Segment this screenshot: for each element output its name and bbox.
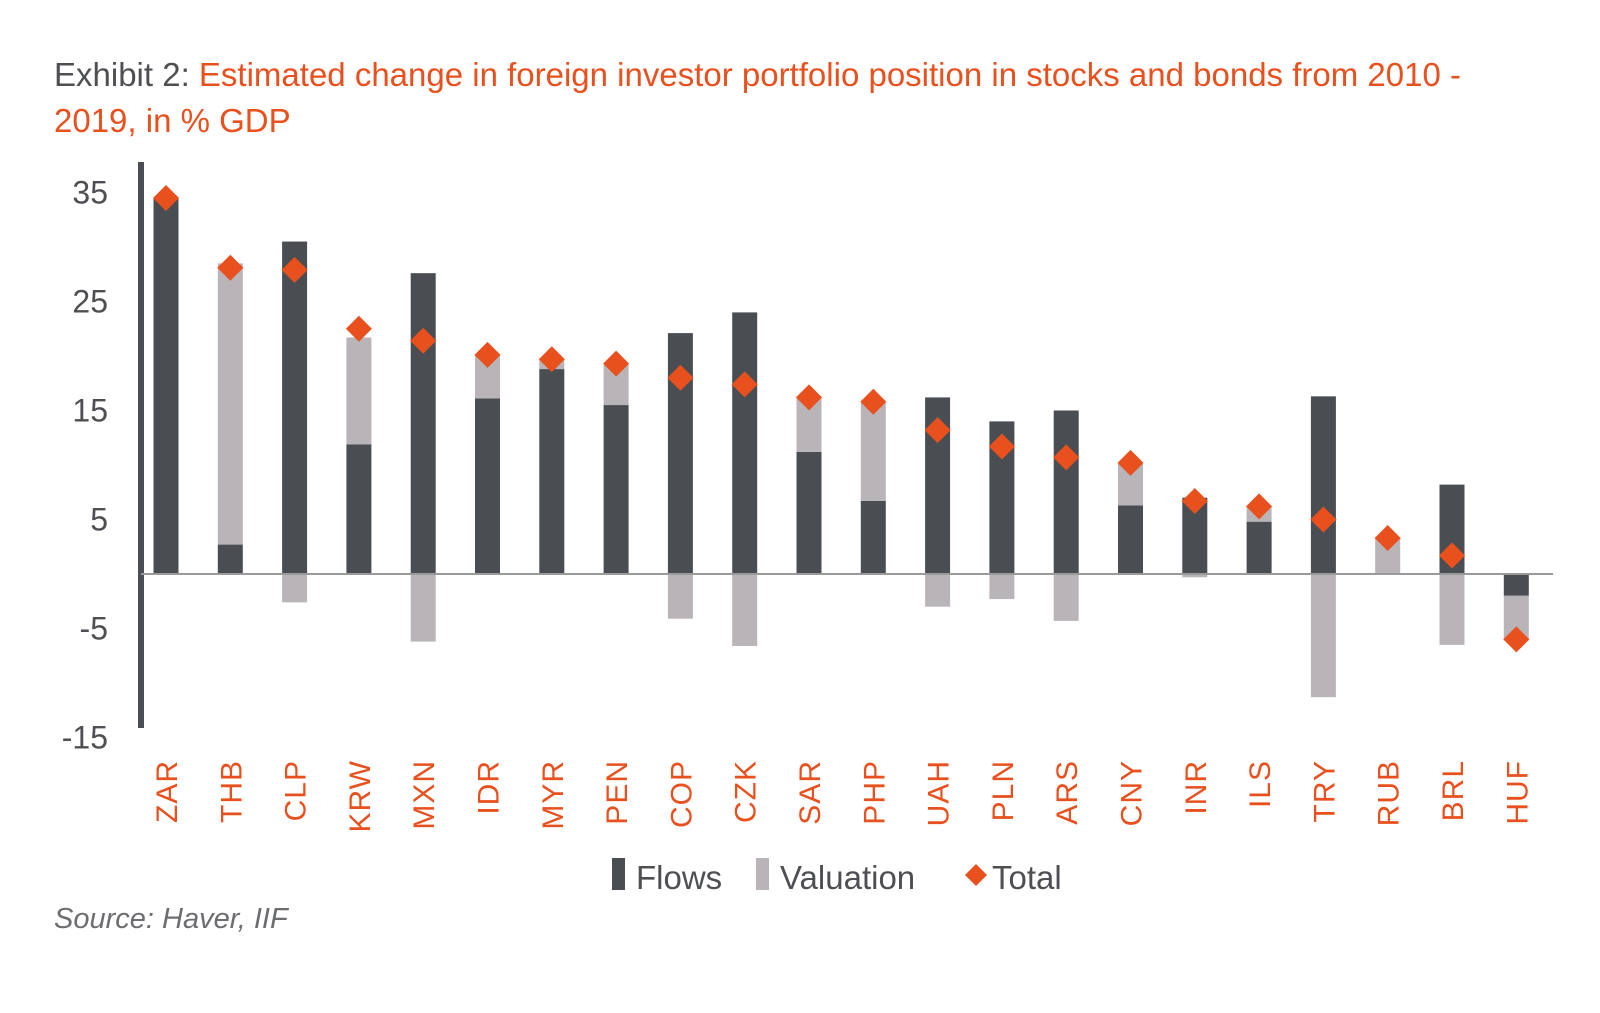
bar-flows-mxn [410,273,436,574]
x-tick-label-try: TRY [1308,760,1341,822]
x-tick-label-uah: UAH [923,760,956,826]
source-note: Source: Haver, IIF [54,903,288,935]
marker-total-php [860,388,887,415]
marker-total-zar [153,184,179,211]
marker-total-myr [538,346,565,373]
x-tick-label-clp: CLP [280,760,313,821]
y-axis-labels: 35 25 15 5 -5 -15 [62,175,108,756]
x-tick-label-mxn: MXN [408,760,441,830]
x-tick-label-zar: ZAR [151,760,184,823]
bar-flows-myr [539,369,565,574]
bar-flows-idr [475,398,500,574]
marker-total-brl [1439,542,1465,569]
x-tick-label-pen: PEN [601,760,634,825]
x-tick-label-cny: CNY [1116,760,1149,826]
marker-total-mxn [410,327,437,354]
bar-valuation-php [860,402,886,501]
x-axis-labels: ZAR THB CLP KRW MXN IDR MYR PEN COP CZK SAR PHP UAH P… [151,760,1534,832]
marker-total-uah [924,417,951,444]
bar-flows-krw [346,444,372,574]
x-tick-label-php: PHP [858,760,891,825]
legend-total-swatch [965,864,987,886]
bar-flows-try [1310,396,1336,574]
bar-flows-cny [1118,505,1143,574]
bar-flows-clp [282,241,308,575]
bar-valuation-clp [282,574,308,603]
bar-valuation-czk [732,574,758,646]
y-tick-label-4: -5 [80,611,108,647]
marker-total-thb [217,254,244,281]
marker-total-sar [796,384,822,411]
bar-flows-czk [732,312,758,574]
bar-flows-zar [153,197,179,574]
x-tick-label-inr: INR [1180,760,1213,815]
bar-valuation-pln [989,574,1015,600]
bar-valuation-cop [667,574,693,619]
x-tick-label-idr: IDR [473,760,506,815]
legend-valuation-swatch [756,858,769,890]
y-tick-label-2: 15 [72,393,108,429]
marker-total-idr [474,341,501,368]
x-tick-label-thb: THB [215,760,248,823]
axes-layer [138,162,1553,728]
x-tick-label-cop: COP [665,760,698,828]
x-tick-label-huf: HUF [1501,760,1534,825]
x-tick-label-czk: CZK [730,760,763,823]
bar-flows-huf [1503,574,1529,596]
bar-flows-thb [217,544,243,574]
title-text: Estimated change in foreign investor por… [54,56,1461,139]
bar-flows-ils [1246,521,1272,574]
x-tick-label-krw: KRW [344,760,377,832]
x-tick-label-sar: SAR [794,760,827,825]
marker-total-try [1310,506,1337,533]
y-tick-label-1: 25 [72,284,108,320]
chart-title: Exhibit 2: Estimated change in foreign i… [54,52,1514,144]
x-tick-label-ars: ARS [1051,760,1084,825]
bar-valuation-uah [925,574,951,607]
bar-valuation-mxn [410,574,436,642]
bars-layer [153,197,1529,698]
bar-valuation-inr [1182,574,1208,578]
y-tick-label-0: 35 [72,175,108,211]
marker-total-ars [1053,444,1080,471]
marker-total-ils [1246,493,1273,520]
x-tick-label-pln: PLN [987,760,1020,821]
marker-total-krw [345,315,372,342]
legend-flows-swatch [612,858,625,890]
legend-valuation-label: Valuation [780,859,915,896]
x-tick-label-ils: ILS [1244,760,1277,808]
legend: Flows Valuation Total [612,858,1062,896]
marker-total-pln [988,433,1015,460]
marker-total-cny [1117,449,1144,476]
bar-flows-php [860,500,886,574]
y-tick-label-5: -15 [62,720,108,756]
markers-layer [153,184,1530,653]
bar-valuation-krw [346,337,372,445]
x-tick-label-brl: BRL [1437,760,1470,821]
y-tick-label-3: 5 [90,502,108,538]
bar-valuation-thb [217,263,243,545]
marker-total-clp [281,256,308,283]
marker-total-inr [1181,487,1208,514]
legend-total-label: Total [992,859,1062,896]
marker-total-huf [1503,626,1530,653]
bar-valuation-brl [1439,574,1465,645]
legend-flows-label: Flows [636,859,722,896]
marker-total-czk [731,371,758,398]
marker-total-cop [667,364,694,391]
bar-flows-pen [603,405,629,574]
marker-total-pen [603,350,630,377]
bar-flows-ars [1053,410,1079,574]
x-tick-label-myr: MYR [537,760,570,830]
x-tick-label-rub: RUB [1373,760,1406,826]
bar-flows-sar [796,451,822,574]
marker-total-rub [1374,525,1401,552]
bar-valuation-try [1310,574,1336,698]
title-prefix: Exhibit 2: [54,56,190,93]
bar-valuation-ars [1053,574,1079,621]
